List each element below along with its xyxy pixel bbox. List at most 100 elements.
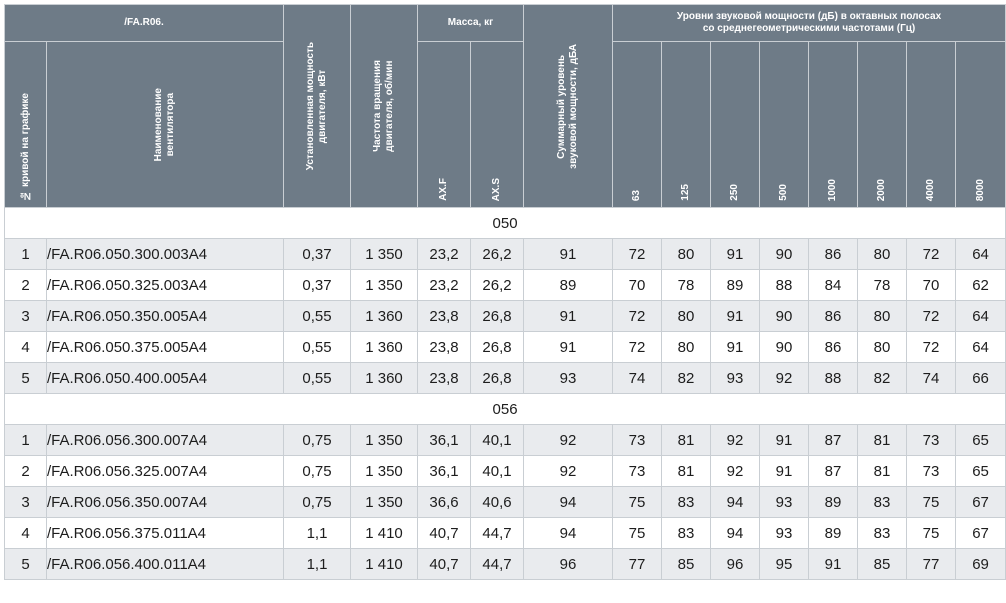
- freq-header: 63: [612, 41, 663, 208]
- sound-band-cell: 83: [857, 486, 908, 518]
- curve-no-cell: 4: [4, 331, 47, 363]
- motor-power-cell: 0,37: [283, 238, 351, 270]
- sound-band-cell: 72: [906, 238, 957, 270]
- fan-name-cell: /FA.R06.056.300.007A4: [46, 424, 284, 456]
- sound-band-cell: 95: [759, 548, 810, 580]
- curve-no-cell: 2: [4, 455, 47, 487]
- motor-power-cell: 0,75: [283, 455, 351, 487]
- sound-band-cell: 86: [808, 331, 859, 363]
- sound-band-cell: 80: [661, 300, 712, 332]
- mass-axs-cell: 40,1: [469, 424, 525, 456]
- fan-name-cell: /FA.R06.050.350.005A4: [46, 300, 284, 332]
- curve-no-cell: 1: [4, 424, 47, 456]
- sound-band-cell: 82: [661, 362, 712, 394]
- fan-spec-table: /FA.R06. Установленная мощность двигател…: [3, 4, 1006, 580]
- fan-name-cell: /FA.R06.056.350.007A4: [46, 486, 284, 518]
- sound-band-cell: 64: [955, 331, 1006, 363]
- sound-band-cell: 69: [955, 548, 1006, 580]
- mass-axf-cell: 23,2: [417, 269, 471, 301]
- curve-no-cell: 1: [4, 238, 47, 270]
- total-sound-header: Суммарный уровень звуковой мощности, дБА: [523, 4, 614, 208]
- mass-axs-cell: 26,2: [469, 269, 525, 301]
- motor-power-cell: 0,75: [283, 424, 351, 456]
- sound-band-cell: 75: [906, 517, 957, 549]
- sound-group-header: Уровни звуковой мощности (дБ) в октавных…: [612, 4, 1006, 42]
- motor-speed-cell: 1 410: [350, 548, 418, 580]
- mass-axf-cell: 23,8: [417, 300, 471, 332]
- motor-speed-header: Частота вращения двигателя, об/мин: [350, 4, 418, 208]
- motor-power-header: Установленная мощность двигателя, кВт: [283, 4, 351, 208]
- fan-name-cell: /FA.R06.050.300.003A4: [46, 238, 284, 270]
- table-row: 3/FA.R06.056.350.007A4 0,75 1 350 36,6 40,6 9…: [4, 486, 1006, 518]
- curve-no-cell: 3: [4, 486, 47, 518]
- curve-no-cell: 5: [4, 548, 47, 580]
- sound-band-cell: 62: [955, 269, 1006, 301]
- group-row: 056: [3, 393, 1006, 425]
- sound-band-cell: 72: [612, 300, 663, 332]
- sound-band-cell: 72: [612, 238, 663, 270]
- mass-axs-cell: 26,2: [469, 238, 525, 270]
- sound-band-cell: 75: [612, 517, 663, 549]
- curve-no-cell: 4: [4, 517, 47, 549]
- motor-power-cell: 1,1: [283, 517, 351, 549]
- sound-band-cell: 83: [857, 517, 908, 549]
- total-sound-cell: 94: [523, 486, 614, 518]
- curve-no-cell: 3: [4, 300, 47, 332]
- table-row: 4/FA.R06.056.375.011A4 1,1 1 410 40,7 44,7 94…: [4, 517, 1006, 549]
- model-group-header: /FA.R06.: [4, 4, 284, 42]
- sound-band-cell: 85: [857, 548, 908, 580]
- sound-band-cell: 72: [906, 331, 957, 363]
- motor-speed-cell: 1 360: [350, 300, 418, 332]
- mass-axs-cell: 40,6: [469, 486, 525, 518]
- total-sound-cell: 91: [523, 238, 614, 270]
- sound-band-cell: 94: [710, 486, 761, 518]
- sound-band-cell: 90: [759, 331, 810, 363]
- motor-speed-cell: 1 410: [350, 517, 418, 549]
- sound-band-cell: 64: [955, 300, 1006, 332]
- table-row: 2/FA.R06.056.325.007A4 0,75 1 350 36,1 40,1 9…: [4, 455, 1006, 487]
- table-body: 050 1/FA.R06.050.300.003A4 0,37 1 350 23,2 26…: [3, 207, 1006, 580]
- motor-power-cell: 1,1: [283, 548, 351, 580]
- group-label: 056: [3, 393, 1006, 425]
- mass-axf-cell: 40,7: [417, 517, 471, 549]
- mass-axf-cell: 36,1: [417, 455, 471, 487]
- table-row: 2/FA.R06.050.325.003A4 0,37 1 350 23,2 26,2 8…: [4, 269, 1006, 301]
- sound-band-cell: 91: [710, 331, 761, 363]
- sound-band-cell: 81: [857, 455, 908, 487]
- mass-axf-cell: 23,2: [417, 238, 471, 270]
- sound-band-cell: 64: [955, 238, 1006, 270]
- sound-band-cell: 85: [661, 548, 712, 580]
- total-sound-cell: 93: [523, 362, 614, 394]
- sound-band-cell: 92: [710, 455, 761, 487]
- fan-name-cell: /FA.R06.056.375.011A4: [46, 517, 284, 549]
- table-row: 3/FA.R06.050.350.005A4 0,55 1 360 23,8 26,8 9…: [4, 300, 1006, 332]
- sound-band-cell: 67: [955, 486, 1006, 518]
- total-sound-cell: 92: [523, 424, 614, 456]
- sound-band-cell: 70: [906, 269, 957, 301]
- mass-axf-cell: 36,1: [417, 424, 471, 456]
- sound-band-cell: 66: [955, 362, 1006, 394]
- mass-group-header: Масса, кг: [416, 4, 525, 42]
- motor-speed-cell: 1 350: [350, 269, 418, 301]
- sound-band-cell: 73: [906, 424, 957, 456]
- motor-speed-cell: 1 350: [350, 486, 418, 518]
- mass-axs-cell: 26,8: [469, 331, 525, 363]
- sound-band-cell: 80: [661, 331, 712, 363]
- table-row: 4/FA.R06.050.375.005A4 0,55 1 360 23,8 26,8 9…: [4, 331, 1006, 363]
- freq-header: 4000: [906, 41, 957, 208]
- sound-band-cell: 93: [759, 517, 810, 549]
- curve-no-header: № кривой на графике: [4, 41, 47, 208]
- group-row: 050: [3, 207, 1006, 239]
- sound-band-cell: 94: [710, 517, 761, 549]
- mass-axs-header: AX.S: [469, 41, 525, 208]
- sound-band-cell: 65: [955, 455, 1006, 487]
- sound-band-cell: 92: [710, 424, 761, 456]
- sound-band-cell: 91: [710, 238, 761, 270]
- sound-band-cell: 84: [808, 269, 859, 301]
- total-sound-cell: 96: [523, 548, 614, 580]
- sound-band-cell: 78: [857, 269, 908, 301]
- sound-band-cell: 73: [612, 455, 663, 487]
- mass-axf-cell: 36,6: [417, 486, 471, 518]
- motor-power-cell: 0,55: [283, 300, 351, 332]
- sound-band-cell: 90: [759, 300, 810, 332]
